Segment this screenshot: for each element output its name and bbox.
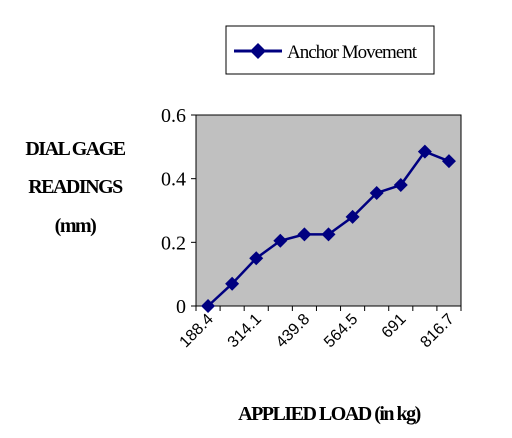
data-point [321,227,336,242]
data-point [201,299,216,313]
data-point [369,185,384,200]
plot-area [195,114,462,307]
data-point [441,154,456,169]
y-tick-label: 0 [176,296,186,318]
x-tick-label: 816.7 [417,311,457,351]
y-tick-label: 0.6 [161,105,186,127]
y-axis: 0 0.2 0.4 0.6 [161,105,196,318]
x-axis-title: APPLIED LOAD (in kg) [238,403,421,425]
data-point [345,209,360,224]
data-point [417,144,432,159]
legend-label: Anchor Movement [287,42,418,63]
y-axis-title-line-1: DIAL GAGE [25,138,125,160]
legend-marker [250,43,266,59]
series-anchor-movement [201,144,456,313]
data-point [225,276,240,291]
x-axis: 188.4 314.1 439.8 564.5 691 816.7 [177,306,462,351]
x-tick-label: 314.1 [225,311,265,351]
legend: Anchor Movement [225,25,435,75]
y-tick-label: 0.2 [161,232,186,254]
y-axis-title-line-3: (mm) [55,215,96,237]
y-axis-title-line-2: READINGS [28,176,123,198]
y-tick-label: 0.4 [161,169,186,191]
data-point [297,227,312,242]
data-point [273,233,288,248]
data-point [393,178,408,193]
x-tick-label: 564.5 [321,311,361,351]
x-tick-label: 691 [379,311,410,342]
data-point [249,251,264,266]
x-tick-label: 439.8 [273,311,313,351]
